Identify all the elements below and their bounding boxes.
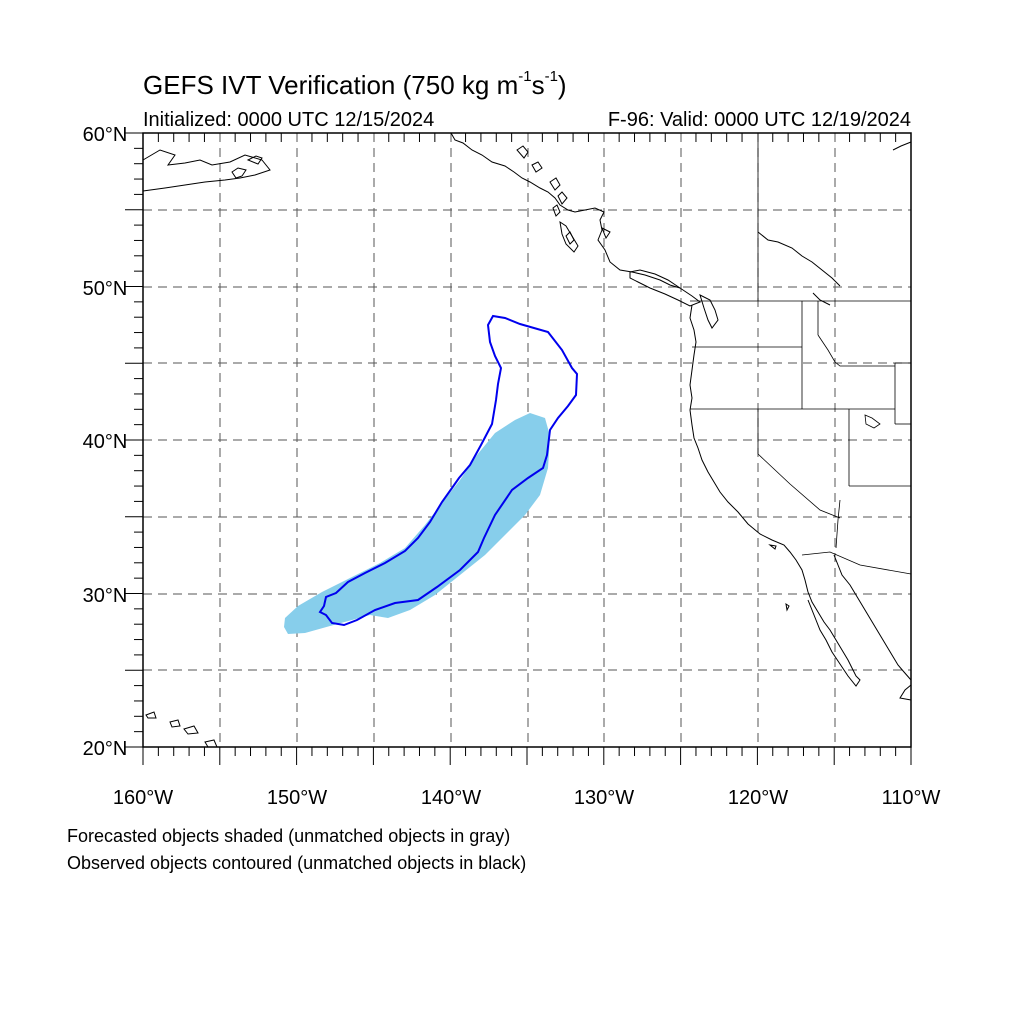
lon-label: 140°W: [421, 787, 481, 809]
lon-label: 120°W: [728, 787, 788, 809]
political-borders: [690, 133, 912, 575]
forecast-ivt-object: [284, 413, 550, 634]
lon-labels: 160°W 150°W 140°W 130°W 120°W 110°W: [113, 787, 941, 809]
lon-label: 130°W: [574, 787, 634, 809]
lat-label: 60°N: [83, 124, 128, 146]
lat-labels: 60°N 50°N 40°N 30°N 20°N: [83, 124, 128, 760]
legend-observed: Observed objects contoured (unmatched ob…: [67, 853, 527, 873]
lon-label: 110°W: [882, 787, 941, 809]
initialized-time: Initialized: 0000 UTC 12/15/2024: [143, 109, 435, 131]
axis-ticks: [125, 132, 912, 765]
lon-label: 160°W: [113, 787, 173, 809]
lon-label: 150°W: [267, 787, 327, 809]
lat-label: 40°N: [83, 431, 128, 453]
chart-title: GEFS IVT Verification (750 kg m-1s-1): [143, 68, 567, 100]
lat-label: 50°N: [83, 278, 128, 300]
valid-time: F-96: Valid: 0000 UTC 12/19/2024: [607, 109, 911, 131]
coastlines: [142, 132, 912, 748]
observed-ivt-contour: [318, 314, 579, 627]
lat-label: 20°N: [83, 738, 128, 760]
lat-label: 30°N: [83, 585, 128, 607]
legend-forecast: Forecasted objects shaded (unmatched obj…: [67, 826, 511, 846]
